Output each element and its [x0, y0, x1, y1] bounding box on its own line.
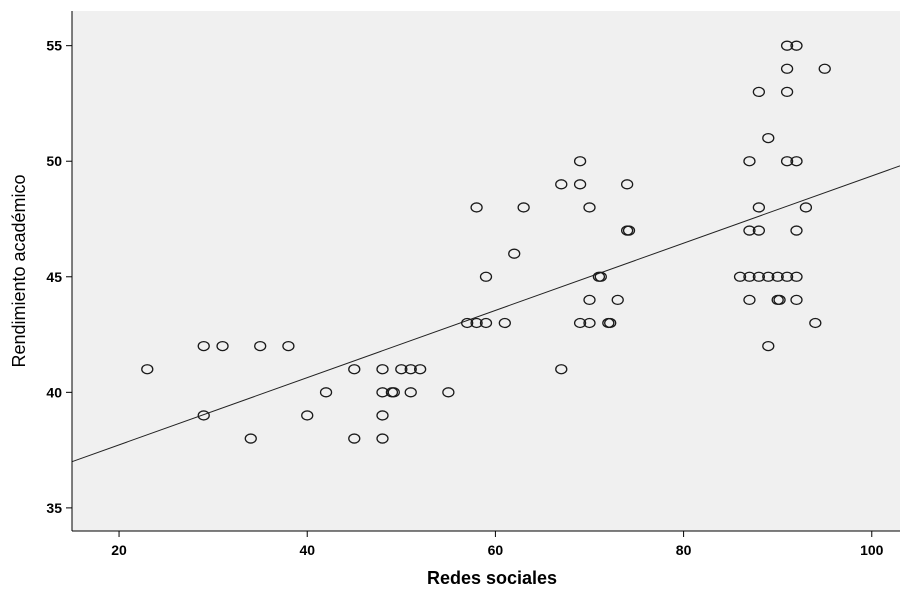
- x-axis-title: Redes sociales: [427, 568, 557, 588]
- data-point: [583, 202, 596, 213]
- y-axis-ticks: 35 40 45 50 55: [46, 38, 72, 516]
- data-point: [604, 317, 617, 329]
- data-point: [573, 179, 587, 190]
- y-axis-title: Rendimiento académico: [9, 174, 29, 367]
- data-point: [620, 179, 634, 190]
- data-point: [470, 202, 483, 213]
- x-tick-label: 60: [488, 542, 504, 558]
- data-point: [197, 340, 210, 352]
- data-point: [743, 271, 756, 282]
- data-point: [404, 364, 417, 375]
- data-point: [376, 433, 389, 444]
- data-point: [573, 156, 587, 167]
- data-point: [461, 317, 474, 329]
- data-point: [254, 340, 267, 352]
- data-point: [319, 387, 333, 398]
- data-point: [780, 40, 794, 51]
- y-tick-label: 45: [46, 269, 62, 285]
- x-axis-ticks: 20 40 60 80 100: [111, 531, 884, 558]
- data-point: [395, 364, 408, 375]
- data-point: [583, 317, 596, 329]
- data-point: [762, 132, 775, 144]
- data-point: [752, 225, 766, 236]
- data-point: [583, 294, 596, 306]
- data-point: [790, 294, 803, 306]
- data-point: [508, 248, 521, 259]
- data-point: [799, 202, 813, 213]
- data-point: [762, 271, 775, 282]
- data-point: [743, 156, 756, 167]
- data-point: [517, 202, 530, 213]
- data-point: [555, 179, 568, 190]
- data-point: [771, 271, 784, 282]
- data-point: [479, 317, 493, 329]
- data-point: [622, 225, 636, 236]
- data-point: [790, 225, 803, 236]
- data-point: [573, 317, 587, 329]
- fit-line-layer: [71, 165, 900, 463]
- data-point: [442, 387, 455, 398]
- data-points: [141, 40, 831, 444]
- data-point: [780, 63, 794, 74]
- data-point: [762, 340, 775, 352]
- data-point: [790, 156, 803, 167]
- data-point: [348, 364, 361, 375]
- data-point: [216, 340, 229, 352]
- data-point: [594, 271, 607, 282]
- data-point: [780, 271, 794, 282]
- data-point: [404, 387, 417, 398]
- data-point: [780, 156, 794, 167]
- data-point: [141, 364, 154, 375]
- data-point: [479, 271, 493, 282]
- data-point: [555, 364, 568, 375]
- data-point: [282, 340, 295, 352]
- data-point: [752, 202, 766, 213]
- fit-line: [71, 165, 900, 463]
- x-tick-label: 40: [299, 542, 315, 558]
- data-point: [752, 86, 766, 98]
- data-point: [498, 317, 511, 329]
- data-point: [376, 364, 389, 375]
- data-point: [387, 387, 400, 398]
- x-tick-label: 80: [676, 542, 692, 558]
- data-point: [790, 40, 803, 51]
- y-tick-label: 35: [46, 500, 62, 516]
- data-point: [743, 294, 756, 306]
- data-point: [790, 271, 803, 282]
- data-point: [773, 294, 786, 306]
- data-point: [780, 86, 794, 98]
- y-tick-label: 40: [46, 384, 62, 400]
- data-point: [413, 364, 427, 375]
- y-tick-label: 50: [46, 153, 62, 169]
- y-tick-label: 55: [46, 38, 62, 54]
- data-point: [348, 433, 361, 444]
- data-point: [743, 225, 756, 236]
- data-point: [470, 317, 483, 329]
- data-point: [301, 410, 314, 421]
- plot-area: [72, 11, 900, 531]
- x-tick-label: 100: [860, 542, 884, 558]
- data-point: [244, 433, 257, 444]
- data-point: [611, 294, 624, 306]
- data-point: [376, 410, 389, 421]
- data-point: [809, 317, 822, 329]
- data-point: [733, 271, 747, 282]
- x-tick-label: 20: [111, 542, 127, 558]
- data-point: [752, 271, 766, 282]
- data-point: [818, 63, 831, 74]
- data-point: [197, 410, 210, 421]
